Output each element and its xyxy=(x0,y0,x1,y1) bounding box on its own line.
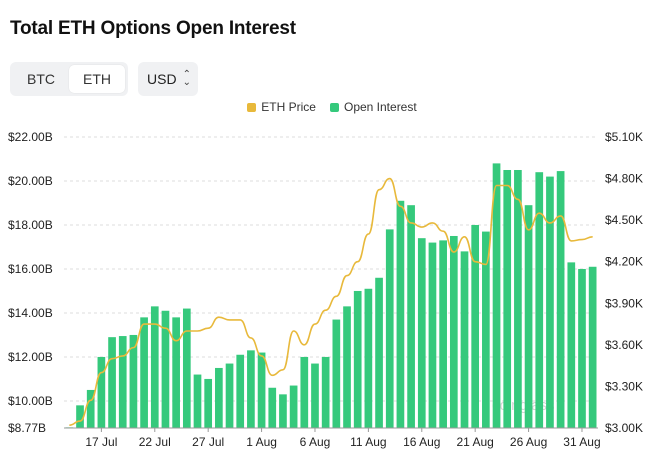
oi-bar[interactable] xyxy=(482,231,490,428)
legend-eth-price[interactable]: ETH Price xyxy=(247,100,316,114)
oi-bar[interactable] xyxy=(364,288,373,428)
oi-bar[interactable] xyxy=(588,266,597,428)
x-axis-tick-label: 27 Jul xyxy=(192,435,224,449)
legend-open-interest[interactable]: Open Interest xyxy=(329,100,417,114)
currency-value: USD xyxy=(147,71,177,87)
x-axis-tick-label: 31 Aug xyxy=(563,435,600,449)
oi-bar[interactable] xyxy=(311,363,319,428)
oi-bar[interactable] xyxy=(247,350,255,428)
legend-oi-label: Open Interest xyxy=(343,100,417,114)
oi-bar[interactable] xyxy=(503,169,512,428)
oi-bar[interactable] xyxy=(118,336,127,428)
x-axis-tick-label: 21 Aug xyxy=(456,435,493,449)
left-axis-tick-label: $18.00B xyxy=(8,218,53,232)
x-axis-tick-label: 6 Aug xyxy=(300,435,331,449)
oi-bar[interactable] xyxy=(268,387,277,428)
oi-bar[interactable] xyxy=(514,169,522,428)
oi-bar[interactable] xyxy=(193,374,202,428)
oi-bar[interactable] xyxy=(460,251,469,428)
x-axis-tick-label: 11 Aug xyxy=(350,435,386,449)
oi-bar[interactable] xyxy=(385,229,394,428)
sort-chevron-icon: ⌃ ⌄ xyxy=(182,69,191,88)
oi-bar[interactable] xyxy=(535,172,544,428)
right-axis-tick-label: $3.60K xyxy=(605,338,643,352)
right-axis-tick-label: $5.10K xyxy=(605,130,643,144)
right-axis-tick-label: $4.80K xyxy=(605,172,643,186)
btc-tab[interactable]: BTC xyxy=(27,71,55,87)
oi-bar[interactable] xyxy=(300,356,309,428)
oi-bar[interactable] xyxy=(332,319,341,428)
right-axis-tick-label: $3.30K xyxy=(605,379,643,393)
right-axis-tick-label: $3.90K xyxy=(605,296,643,310)
oi-bar[interactable] xyxy=(236,354,245,428)
oi-bar[interactable] xyxy=(140,317,148,428)
right-axis-tick-label: $4.50K xyxy=(605,213,643,227)
oi-bar[interactable] xyxy=(428,242,437,428)
chart-legend: ETH Price Open Interest xyxy=(0,100,652,114)
oi-bar[interactable] xyxy=(204,378,213,428)
oi-bar[interactable] xyxy=(407,205,415,428)
oi-bar[interactable] xyxy=(567,262,576,428)
oi-bar[interactable] xyxy=(471,224,480,428)
oi-bar[interactable] xyxy=(225,363,234,428)
left-axis-tick-label: $20.00B xyxy=(8,174,53,188)
x-axis-tick-label: 26 Aug xyxy=(510,435,547,449)
oi-bar[interactable] xyxy=(321,356,330,428)
x-axis-tick-label: 22 Jul xyxy=(139,435,171,449)
oi-bar[interactable] xyxy=(289,385,298,428)
oi-bar[interactable] xyxy=(76,405,84,428)
oi-bar[interactable] xyxy=(161,310,170,428)
oi-bar[interactable] xyxy=(492,163,501,428)
oi-bar[interactable] xyxy=(556,171,565,429)
oi-bar[interactable] xyxy=(375,277,383,428)
oi-bar[interactable] xyxy=(215,367,223,428)
oi-bar[interactable] xyxy=(150,306,159,428)
eth-price-line[interactable] xyxy=(69,177,593,427)
oi-bar[interactable] xyxy=(86,389,95,428)
left-axis-tick-label: $14.00B xyxy=(8,306,53,320)
oi-bar[interactable] xyxy=(343,306,351,428)
oi-bar[interactable] xyxy=(396,200,405,428)
x-axis-tick-label: 17 Jul xyxy=(85,435,117,449)
left-axis-tick-label: $8.77B xyxy=(8,421,46,435)
left-axis-tick-label: $16.00B xyxy=(8,262,53,276)
oi-bar[interactable] xyxy=(279,394,287,428)
oi-bar[interactable] xyxy=(182,308,191,428)
oi-bar[interactable] xyxy=(439,240,447,428)
oi-bar[interactable] xyxy=(97,356,106,428)
oi-bar[interactable] xyxy=(578,268,586,428)
asset-toggle: BTC ETH xyxy=(10,62,128,96)
x-axis-tick-label: 16 Aug xyxy=(403,435,440,449)
oi-bar[interactable] xyxy=(353,290,362,428)
watermark-text: coinglass xyxy=(492,397,555,414)
oi-bar[interactable] xyxy=(524,205,533,428)
page-title: Total ETH Options Open Interest xyxy=(10,18,296,39)
currency-select[interactable]: USD ⌃ ⌄ xyxy=(138,62,198,96)
eth-tab[interactable]: ETH xyxy=(69,65,125,93)
left-axis-tick-label: $12.00B xyxy=(8,350,53,364)
oi-bar[interactable] xyxy=(108,337,116,428)
left-axis-tick-label: $22.00B xyxy=(8,130,53,144)
x-axis-tick-label: 1 Aug xyxy=(246,435,277,449)
oi-bar[interactable] xyxy=(449,235,458,428)
right-axis-tick-label: $3.00K xyxy=(605,421,643,435)
legend-oi-swatch xyxy=(329,102,339,112)
right-axis-tick-label: $4.20K xyxy=(605,255,643,269)
oi-bar[interactable] xyxy=(546,176,554,428)
oi-bar[interactable] xyxy=(129,334,138,428)
legend-price-label: ETH Price xyxy=(261,100,316,114)
legend-price-swatch xyxy=(247,102,257,112)
oi-bar[interactable] xyxy=(257,352,266,428)
left-axis-tick-label: $10.00B xyxy=(8,394,53,408)
oi-bar[interactable] xyxy=(417,238,426,428)
oi-bar[interactable] xyxy=(172,317,180,428)
